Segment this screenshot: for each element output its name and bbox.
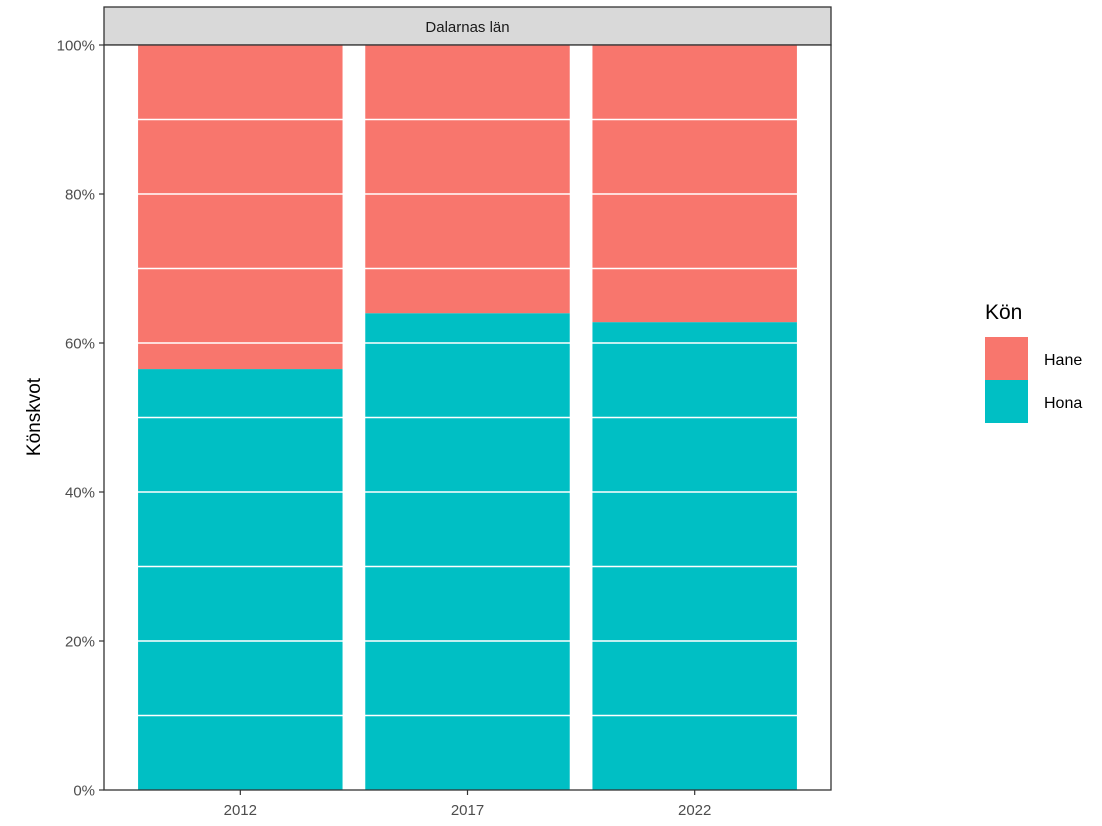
bars-layer	[138, 45, 797, 790]
legend-key-hane	[985, 337, 1028, 380]
bar-hona-2022	[592, 322, 797, 790]
facet-title: Dalarnas län	[425, 19, 509, 36]
y-tick-label: 20%	[65, 634, 95, 651]
gridlines-layer	[104, 118, 831, 717]
y-axis: 0% 20% 40% 60% 80% 100%	[57, 38, 104, 800]
legend-label-hona: Hona	[1044, 395, 1082, 412]
bar-hane-2017	[365, 45, 570, 314]
legend-label-hane: Hane	[1044, 352, 1082, 369]
legend-key-hona	[985, 380, 1028, 423]
bar-hane-2012	[138, 45, 343, 370]
x-tick-label: 2017	[451, 802, 484, 819]
y-tick-label: 80%	[65, 187, 95, 204]
y-tick-label: 100%	[57, 38, 95, 55]
facet-strip	[103, 6, 832, 46]
bar-hona-2017	[365, 313, 570, 790]
y-axis-title: Könskvot	[24, 377, 45, 456]
y-tick-label: 40%	[65, 485, 95, 502]
bar-hane-2022	[592, 45, 797, 323]
x-tick-label: 2012	[224, 802, 257, 819]
y-tick-label: 0%	[73, 783, 95, 800]
x-axis: 2012 2017 2022	[224, 790, 711, 819]
y-tick-label: 60%	[65, 336, 95, 353]
legend: Kön Hane Hona	[985, 301, 1082, 423]
legend-title: Kön	[985, 301, 1022, 324]
bar-hona-2012	[138, 369, 343, 790]
x-tick-label: 2022	[678, 802, 711, 819]
